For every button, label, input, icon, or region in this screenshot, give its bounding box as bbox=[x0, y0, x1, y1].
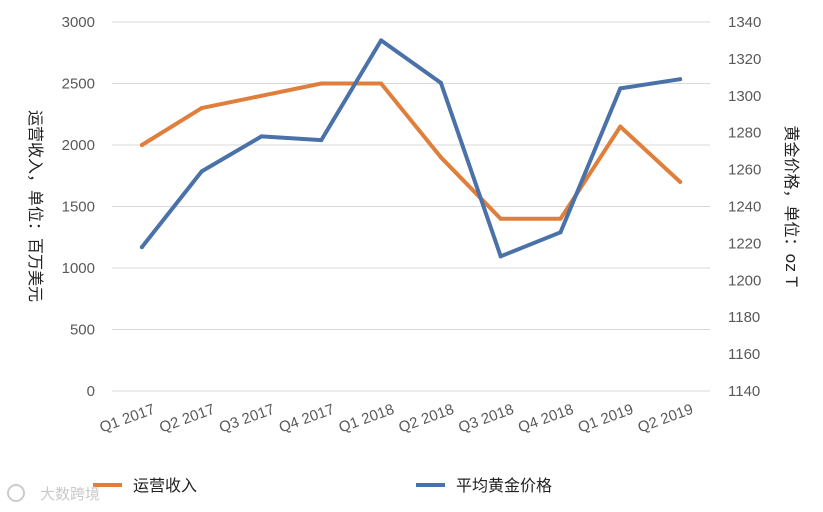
right-tick-label: 1140 bbox=[728, 383, 760, 400]
watermark-logo-icon bbox=[7, 484, 25, 502]
gold-price-point bbox=[379, 38, 384, 43]
revenue-point bbox=[319, 81, 324, 86]
right-tick-label: 1220 bbox=[728, 235, 761, 252]
gold-price-point bbox=[438, 80, 443, 85]
revenue-point bbox=[199, 106, 204, 111]
gridlines bbox=[112, 21, 710, 392]
right-tick-label: 1280 bbox=[728, 125, 761, 142]
right-tick-label: 1200 bbox=[728, 272, 761, 289]
right-axis-label: 黄金价格，单位：oz T bbox=[782, 125, 801, 286]
revenue-point bbox=[618, 124, 623, 129]
right-tick-label: 1260 bbox=[728, 162, 761, 179]
revenue-point bbox=[678, 179, 683, 184]
x-tick-label: Q3 2017 bbox=[217, 401, 277, 437]
right-tick-label: 1240 bbox=[728, 199, 761, 216]
x-tick-label: Q2 2018 bbox=[396, 401, 456, 437]
revenue-point bbox=[558, 216, 563, 221]
right-axis-ticks: 1140 1160 1180 1200 1220 1240 1260 1280 1300 1320… bbox=[728, 14, 761, 400]
x-tick-label: Q4 2017 bbox=[277, 401, 337, 437]
left-axis-ticks: 0 500 1000 1500 2000 2500 3000 bbox=[62, 14, 95, 400]
series-lines bbox=[139, 38, 683, 259]
left-tick-label: 500 bbox=[70, 322, 95, 339]
gold-price-point bbox=[498, 254, 503, 259]
legend-label-revenue: 运营收入 bbox=[133, 476, 197, 495]
gold-price-point bbox=[678, 77, 683, 82]
right-tick-label: 1340 bbox=[728, 14, 761, 31]
watermark: 大数跨境 bbox=[7, 484, 100, 503]
revenue-point bbox=[259, 93, 264, 98]
left-tick-label: 0 bbox=[87, 383, 95, 400]
x-axis-ticks: Q1 2017 Q2 2017 Q3 2017 Q4 2017 Q1 2018 Q2 20… bbox=[97, 401, 695, 437]
left-tick-label: 2000 bbox=[62, 137, 95, 154]
gold-price-point bbox=[558, 230, 563, 235]
gold-price-point bbox=[259, 134, 264, 139]
series-line-revenue bbox=[139, 81, 683, 221]
x-tick-label: Q1 2017 bbox=[97, 401, 157, 437]
right-tick-label: 1160 bbox=[728, 346, 760, 363]
x-tick-label: Q2 2019 bbox=[636, 401, 696, 437]
gold-price-point bbox=[139, 245, 144, 250]
series-line-gold-price bbox=[139, 38, 683, 259]
revenue-point bbox=[139, 143, 144, 147]
x-tick-label: Q1 2019 bbox=[576, 401, 636, 437]
revenue-point bbox=[379, 81, 384, 86]
x-tick-label: Q4 2018 bbox=[516, 401, 576, 437]
x-tick-label: Q1 2018 bbox=[337, 401, 397, 437]
left-axis-label: 运营收入，单位：百万美元 bbox=[26, 110, 45, 302]
left-tick-label: 2500 bbox=[62, 76, 95, 93]
gold-price-point bbox=[199, 169, 204, 174]
revenue-point bbox=[498, 216, 503, 221]
right-tick-label: 1320 bbox=[728, 51, 761, 68]
x-tick-label: Q3 2018 bbox=[456, 401, 516, 437]
legend-label-gold: 平均黄金价格 bbox=[456, 476, 552, 495]
gold-price-point bbox=[319, 138, 324, 143]
left-tick-label: 3000 bbox=[62, 14, 95, 31]
watermark-text: 大数跨境 bbox=[40, 485, 100, 503]
gold-price-point bbox=[618, 86, 623, 91]
revenue-point bbox=[438, 155, 443, 160]
x-tick-label: Q2 2017 bbox=[157, 401, 217, 437]
right-tick-label: 1180 bbox=[728, 309, 760, 326]
right-tick-label: 1300 bbox=[728, 88, 761, 105]
left-tick-label: 1500 bbox=[62, 199, 95, 216]
legend: 运营收入 平均黄金价格 bbox=[93, 476, 552, 495]
left-tick-label: 1000 bbox=[62, 260, 95, 277]
